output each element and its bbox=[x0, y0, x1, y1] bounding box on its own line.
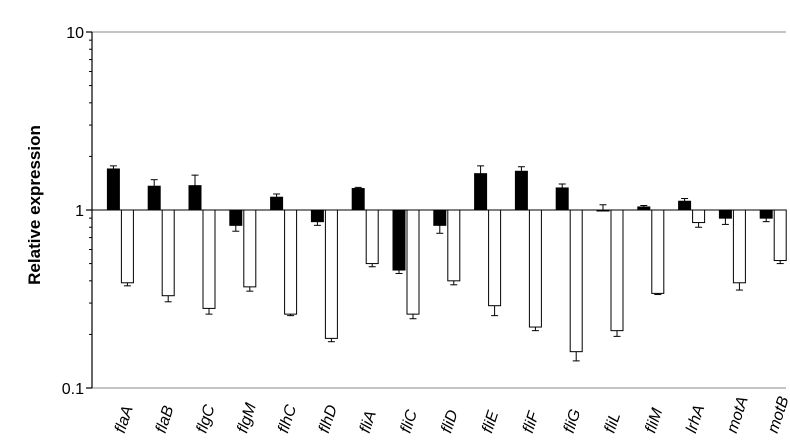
bar bbox=[651, 209, 665, 294]
bar bbox=[406, 209, 420, 315]
bar bbox=[161, 209, 175, 297]
x-tick-label: fliM bbox=[642, 406, 666, 436]
bar bbox=[637, 206, 651, 211]
x-tick-label: fliD bbox=[438, 408, 461, 436]
bar bbox=[106, 168, 120, 211]
bar bbox=[610, 209, 624, 332]
bar bbox=[678, 200, 692, 211]
bar bbox=[270, 196, 284, 211]
x-tick-label: flgM bbox=[234, 401, 260, 436]
x-tick-label: fliA bbox=[357, 409, 380, 435]
x-tick-label: motB bbox=[765, 394, 790, 435]
bar bbox=[324, 209, 338, 339]
bar bbox=[202, 209, 216, 309]
x-tick-label: fliF bbox=[520, 409, 543, 436]
bar bbox=[447, 209, 461, 282]
bar bbox=[528, 209, 542, 328]
bar bbox=[596, 209, 610, 212]
bar bbox=[718, 209, 732, 219]
y-axis-title: Relative expression bbox=[25, 125, 44, 285]
bar bbox=[351, 188, 365, 211]
bar bbox=[310, 209, 324, 223]
x-tick-label: flgC bbox=[194, 402, 219, 435]
bar bbox=[569, 209, 583, 353]
x-tick-label: lrhA bbox=[683, 403, 708, 435]
plot-area: 0.1 1 10 flaA flaB flgC flgM flhC flhD fliA fliC fl… bbox=[62, 25, 790, 435]
x-tick-label: flaA bbox=[112, 404, 137, 435]
x-tick-label: motA bbox=[724, 394, 752, 435]
bar bbox=[433, 209, 447, 226]
bar bbox=[773, 209, 787, 262]
bar bbox=[732, 209, 746, 284]
bar bbox=[243, 209, 257, 288]
bar bbox=[188, 185, 202, 211]
x-tick-label: fliC bbox=[398, 408, 421, 436]
bar bbox=[365, 209, 379, 265]
bar bbox=[229, 209, 243, 226]
x-tick-label: flaB bbox=[153, 403, 178, 435]
x-tick-label: fliG bbox=[561, 407, 585, 435]
bar bbox=[488, 209, 502, 307]
bar bbox=[284, 209, 298, 315]
y-tick-label: 0.1 bbox=[62, 381, 84, 398]
bar bbox=[392, 209, 406, 271]
bar bbox=[514, 170, 528, 211]
x-tick-label: flhC bbox=[275, 402, 300, 435]
bar bbox=[120, 209, 134, 284]
bar bbox=[759, 209, 773, 219]
y-tick-label: 10 bbox=[66, 25, 84, 42]
bar bbox=[692, 209, 706, 224]
x-tick-label: fliL bbox=[602, 411, 624, 436]
y-tick-label: 1 bbox=[75, 203, 84, 220]
bar bbox=[147, 185, 161, 211]
bar bbox=[555, 187, 569, 211]
bar bbox=[474, 173, 488, 211]
x-tick-label: flhD bbox=[316, 402, 341, 435]
x-tick-label: fliE bbox=[479, 409, 502, 436]
